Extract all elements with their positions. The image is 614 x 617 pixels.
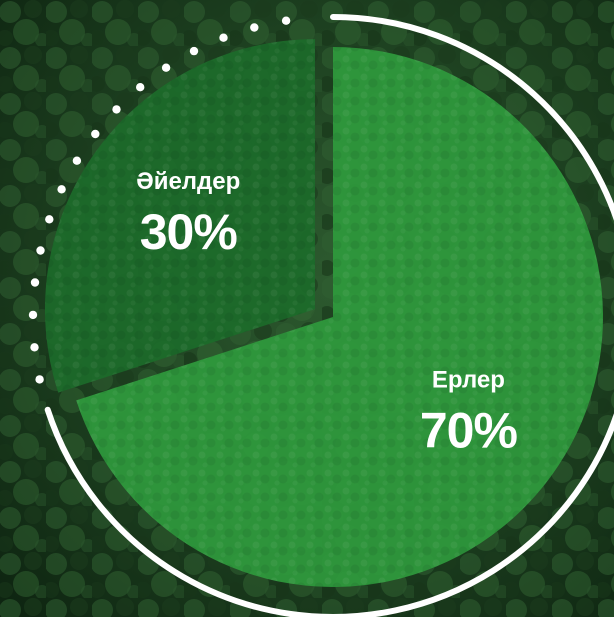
slice-value-label-1: 30%	[140, 204, 238, 260]
dotted-arc-dot	[57, 185, 66, 194]
dotted-arc-dot	[36, 246, 45, 255]
dotted-arc	[28, 16, 291, 384]
outer-ring	[44, 14, 614, 617]
dotted-arc-dot	[250, 23, 259, 32]
dotted-arc-dot	[30, 278, 40, 287]
dotted-arc-dot	[30, 343, 39, 352]
dotted-arc-dot	[161, 63, 171, 72]
pie-slices	[44, 39, 604, 587]
dotted-arc-dot	[72, 156, 82, 165]
slice-labels: Ерлер 70% Әйелдер 30%	[136, 168, 518, 458]
dotted-arc-dot	[112, 105, 121, 114]
dotted-arc-dot	[91, 129, 100, 139]
slice-name-label-0: Ерлер	[432, 366, 505, 393]
pie-slice-texture-0	[76, 47, 604, 587]
dotted-arc-dot	[281, 16, 291, 25]
slice-value-label-0: 70%	[420, 402, 518, 458]
dotted-arc-dot	[35, 375, 44, 384]
dotted-arc-dot	[136, 83, 145, 92]
dotted-arc-dot	[45, 215, 54, 224]
slice-name-label-1: Әйелдер	[136, 168, 240, 195]
dotted-arc-dot	[219, 33, 228, 42]
dotted-arc-dot	[28, 310, 38, 320]
pie-slice-texture-1	[44, 39, 315, 393]
dotted-arc-dot	[189, 46, 199, 56]
